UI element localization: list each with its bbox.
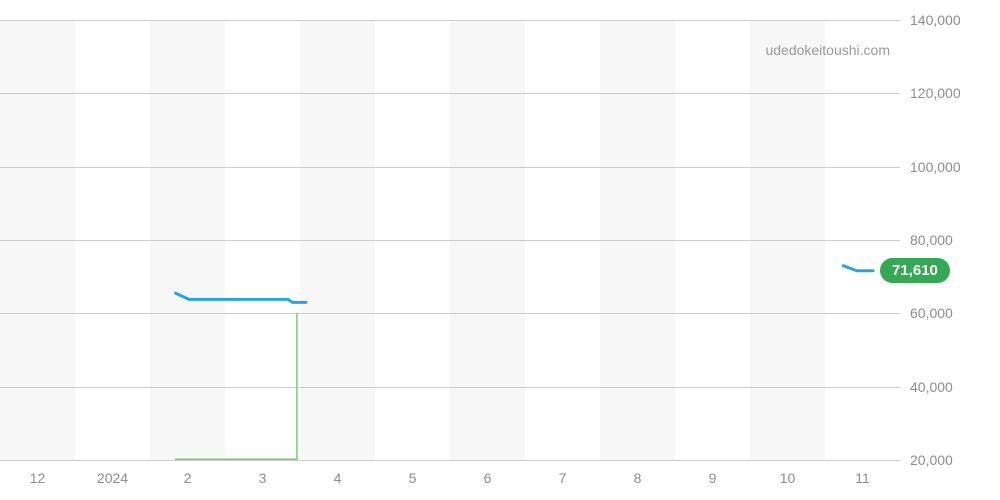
x-axis-label: 2024: [97, 470, 128, 486]
gridline: [0, 460, 900, 461]
chart-lines: [0, 20, 900, 460]
x-axis-label: 6: [484, 470, 492, 486]
blue-series-tail: [843, 266, 873, 271]
blue-series-line: [176, 293, 307, 302]
y-axis-label: 40,000: [900, 379, 990, 395]
x-axis-label: 8: [634, 470, 642, 486]
x-axis-label: 10: [780, 470, 796, 486]
green-series-line: [176, 313, 298, 459]
price-chart: 20,000 40,000 60,000 80,000 100,000 120,000 14…: [0, 0, 1000, 500]
x-axis-label: 12: [30, 470, 46, 486]
x-axis-label: 2: [184, 470, 192, 486]
y-axis-label: 100,000: [900, 159, 990, 175]
current-value-badge: 71,610: [880, 258, 950, 283]
x-axis-label: 3: [259, 470, 267, 486]
y-axis-label: 60,000: [900, 305, 990, 321]
y-axis-label: 120,000: [900, 85, 990, 101]
plot-area: [0, 20, 900, 460]
y-axis-label: 20,000: [900, 452, 990, 468]
x-axis-label: 11: [855, 470, 870, 486]
watermark-text: udedokeitoushi.com: [765, 42, 890, 58]
x-axis-label: 4: [334, 470, 342, 486]
y-axis-label: 140,000: [900, 12, 990, 28]
x-axis-label: 7: [559, 470, 567, 486]
x-axis-label: 9: [709, 470, 717, 486]
y-axis-label: 80,000: [900, 232, 990, 248]
x-axis-label: 5: [409, 470, 417, 486]
